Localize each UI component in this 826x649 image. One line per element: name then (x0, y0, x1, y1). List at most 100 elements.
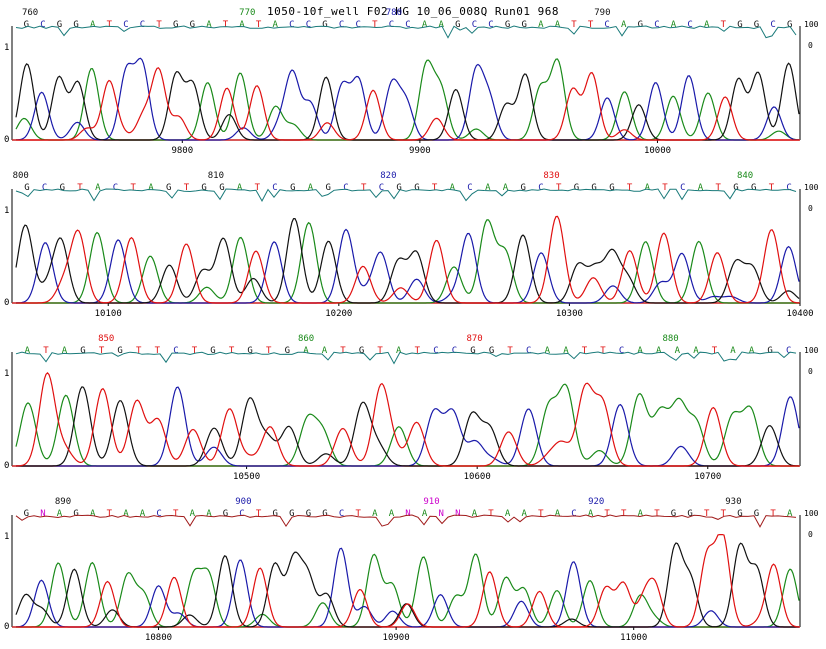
y-right-top: 100 (804, 346, 819, 355)
base-call: A (563, 346, 569, 356)
base-call: N (40, 509, 45, 519)
x-tick-label: 10000 (644, 146, 671, 156)
base-call: T (712, 346, 718, 356)
base-call: G (223, 509, 228, 519)
base-position-label: 930 (725, 497, 741, 507)
base-call: C (289, 20, 294, 30)
base-call: C (123, 20, 128, 30)
base-call: A (730, 346, 736, 356)
base-call: T (488, 509, 494, 519)
base-call: T (538, 509, 544, 519)
x-tick-label: 10100 (95, 309, 122, 319)
base-call: C (538, 183, 543, 193)
base-call: A (62, 346, 68, 356)
base-call: G (290, 183, 295, 193)
x-tick-label: 10200 (325, 309, 352, 319)
base-call: A (140, 509, 146, 519)
base-call: G (57, 20, 62, 30)
base-call: G (73, 509, 78, 519)
base-call: T (415, 346, 421, 356)
base-call: N (405, 509, 410, 519)
base-call: G (767, 346, 772, 356)
base-call: A (588, 509, 594, 519)
base-call: C (680, 183, 685, 193)
base-call: A (704, 20, 710, 30)
y-left-label: 1 (4, 369, 9, 379)
base-call: G (455, 20, 460, 30)
base-call: T (266, 346, 272, 356)
base-call: G (24, 20, 29, 30)
x-tick-label: 10300 (556, 309, 583, 319)
base-call: C (156, 509, 161, 519)
base-call: G (166, 183, 171, 193)
base-call: C (355, 20, 360, 30)
base-call: G (609, 183, 614, 193)
base-call: C (339, 509, 344, 519)
base-call: T (654, 509, 660, 519)
base-call: G (325, 183, 330, 193)
base-call: G (470, 346, 475, 356)
trace-g (15, 542, 799, 628)
base-call: A (693, 346, 699, 356)
base-call: T (173, 509, 179, 519)
base-call: C (786, 183, 791, 193)
quality-line (15, 514, 797, 528)
base-call: C (339, 20, 344, 30)
x-tick-label: 10400 (786, 309, 813, 319)
x-tick-label: 9800 (171, 146, 193, 156)
base-call: A (206, 20, 212, 30)
base-call: C (526, 346, 531, 356)
base-call: T (77, 183, 83, 193)
base-call: C (770, 20, 775, 30)
base-call: T (432, 183, 438, 193)
base-call: A (272, 20, 278, 30)
base-call: A (538, 20, 544, 30)
base-call: T (600, 346, 606, 356)
base-call: N (455, 509, 460, 519)
trace-g (15, 217, 800, 304)
base-call: T (556, 183, 562, 193)
trace-c (16, 57, 799, 141)
base-call: G (489, 346, 494, 356)
base-call: T (229, 346, 235, 356)
trace-t (16, 534, 800, 628)
base-call: T (107, 20, 113, 30)
y-left-zero: 0 (4, 135, 9, 145)
base-call: C (306, 20, 311, 30)
base-call: G (285, 346, 290, 356)
base-position-label: 860 (298, 334, 314, 344)
base-call: T (770, 509, 776, 519)
base-call: G (359, 346, 364, 356)
base-position-label: 820 (380, 171, 396, 181)
x-tick-label: 9900 (409, 146, 431, 156)
base-call: T (192, 346, 198, 356)
base-position-label: 880 (662, 334, 678, 344)
base-call: A (237, 183, 243, 193)
base-call: C (113, 183, 118, 193)
base-call: G (687, 509, 692, 519)
base-position-label: 850 (98, 334, 114, 344)
base-call: A (505, 509, 511, 519)
y-left-label: 1 (4, 43, 9, 53)
y-left-zero: 0 (4, 622, 9, 632)
base-call: T (715, 183, 721, 193)
base-call: G (574, 183, 579, 193)
base-call: A (322, 346, 328, 356)
base-call: A (555, 20, 561, 30)
base-call: C (239, 509, 244, 519)
base-call: A (422, 509, 428, 519)
y-right-top: 100 (804, 20, 819, 29)
base-call: T (662, 183, 668, 193)
trace-t (16, 215, 800, 304)
base-call: T (43, 346, 49, 356)
base-call: G (173, 20, 178, 30)
base-call: A (555, 509, 561, 519)
x-tick-label: 10600 (464, 472, 491, 482)
base-call: T (372, 20, 378, 30)
